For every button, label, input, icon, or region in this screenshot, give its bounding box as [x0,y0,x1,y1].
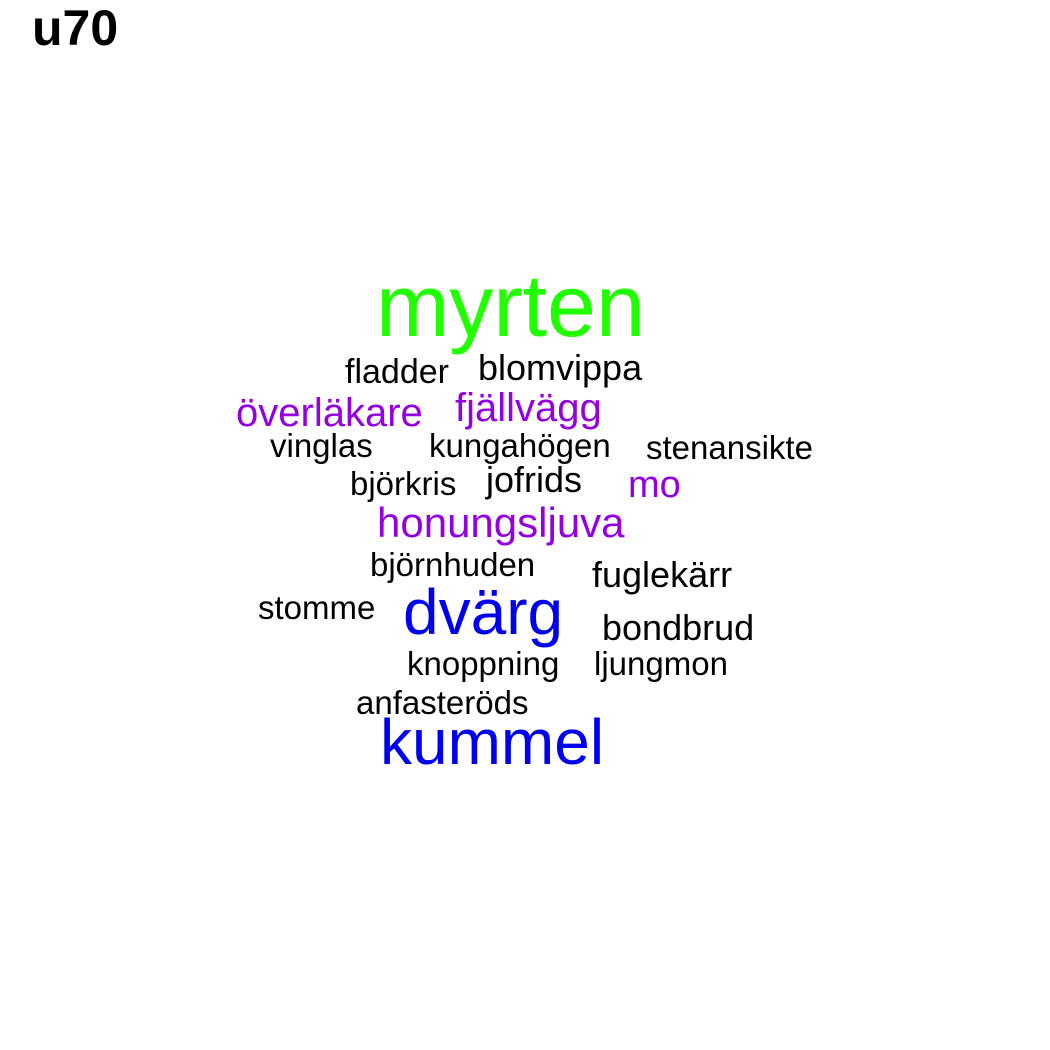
word-ljungmon: ljungmon [594,645,728,682]
word-mo: mo [628,464,681,506]
word-honungsljuva: honungsljuva [377,499,625,546]
word-fuglekarr: fuglekärr [592,554,733,595]
word-fjallvagg: fjällvägg [455,386,602,430]
page-title: u70 [32,0,119,56]
word-kungahogen: kungahögen [429,427,611,464]
word-knoppning: knoppning [407,645,560,682]
word-anfasterods: anfasteröds [356,684,529,721]
word-vinglas: vinglas [270,427,373,464]
word-kummel: kummel [380,706,605,778]
word-bondbrud: bondbrud [602,607,755,648]
word-blomvippa: blomvippa [478,347,643,388]
word-jofrids: jofrids [486,459,583,500]
word-overlakare: överläkare [236,391,423,435]
word-dvarg: dvärg [403,576,564,648]
word-fladder: fladder [345,353,449,391]
word-bjornhuden: björnhuden [370,546,536,583]
word-bjorkris: björkris [350,465,457,502]
word-myrten: myrten [376,256,645,355]
word-stenansikte: stenansikte [646,429,813,466]
word-stomme: stomme [258,589,376,626]
